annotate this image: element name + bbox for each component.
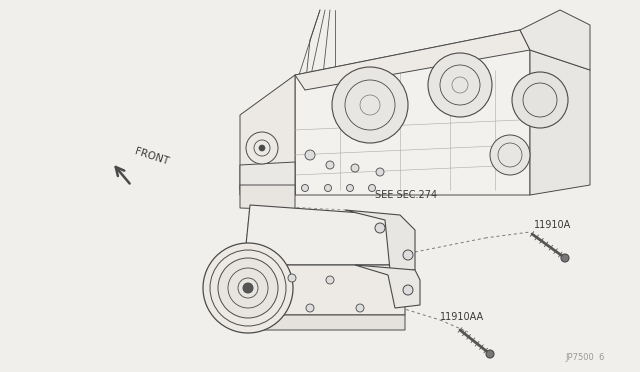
Circle shape xyxy=(561,254,569,262)
Circle shape xyxy=(346,185,353,192)
Text: SEE SEC.274: SEE SEC.274 xyxy=(375,190,437,200)
Polygon shape xyxy=(295,30,530,195)
Circle shape xyxy=(351,164,359,172)
Polygon shape xyxy=(240,75,295,195)
Polygon shape xyxy=(245,205,400,265)
Circle shape xyxy=(403,285,413,295)
Circle shape xyxy=(428,53,492,117)
Circle shape xyxy=(306,304,314,312)
Text: 11910A: 11910A xyxy=(534,220,572,230)
Polygon shape xyxy=(238,305,405,330)
Circle shape xyxy=(376,168,384,176)
Circle shape xyxy=(356,304,364,312)
Circle shape xyxy=(512,72,568,128)
Polygon shape xyxy=(355,265,420,308)
Polygon shape xyxy=(240,162,295,195)
Circle shape xyxy=(218,258,278,318)
Circle shape xyxy=(288,274,296,282)
Text: 11910AA: 11910AA xyxy=(440,312,484,322)
Circle shape xyxy=(246,132,278,164)
Circle shape xyxy=(326,161,334,169)
Circle shape xyxy=(332,67,408,143)
Circle shape xyxy=(486,350,494,358)
Polygon shape xyxy=(260,265,405,315)
Circle shape xyxy=(490,135,530,175)
Text: FRONT: FRONT xyxy=(133,147,170,167)
Circle shape xyxy=(324,185,332,192)
Circle shape xyxy=(375,223,385,233)
Polygon shape xyxy=(345,210,415,270)
Polygon shape xyxy=(240,185,295,210)
Circle shape xyxy=(369,185,376,192)
Polygon shape xyxy=(295,30,530,90)
Polygon shape xyxy=(530,50,590,195)
Circle shape xyxy=(305,150,315,160)
Circle shape xyxy=(243,283,253,293)
Circle shape xyxy=(403,250,413,260)
Circle shape xyxy=(203,243,293,333)
Circle shape xyxy=(326,276,334,284)
Circle shape xyxy=(259,145,265,151)
Text: JP7500  6: JP7500 6 xyxy=(565,353,604,362)
Polygon shape xyxy=(520,10,590,70)
Polygon shape xyxy=(240,255,260,315)
Circle shape xyxy=(301,185,308,192)
